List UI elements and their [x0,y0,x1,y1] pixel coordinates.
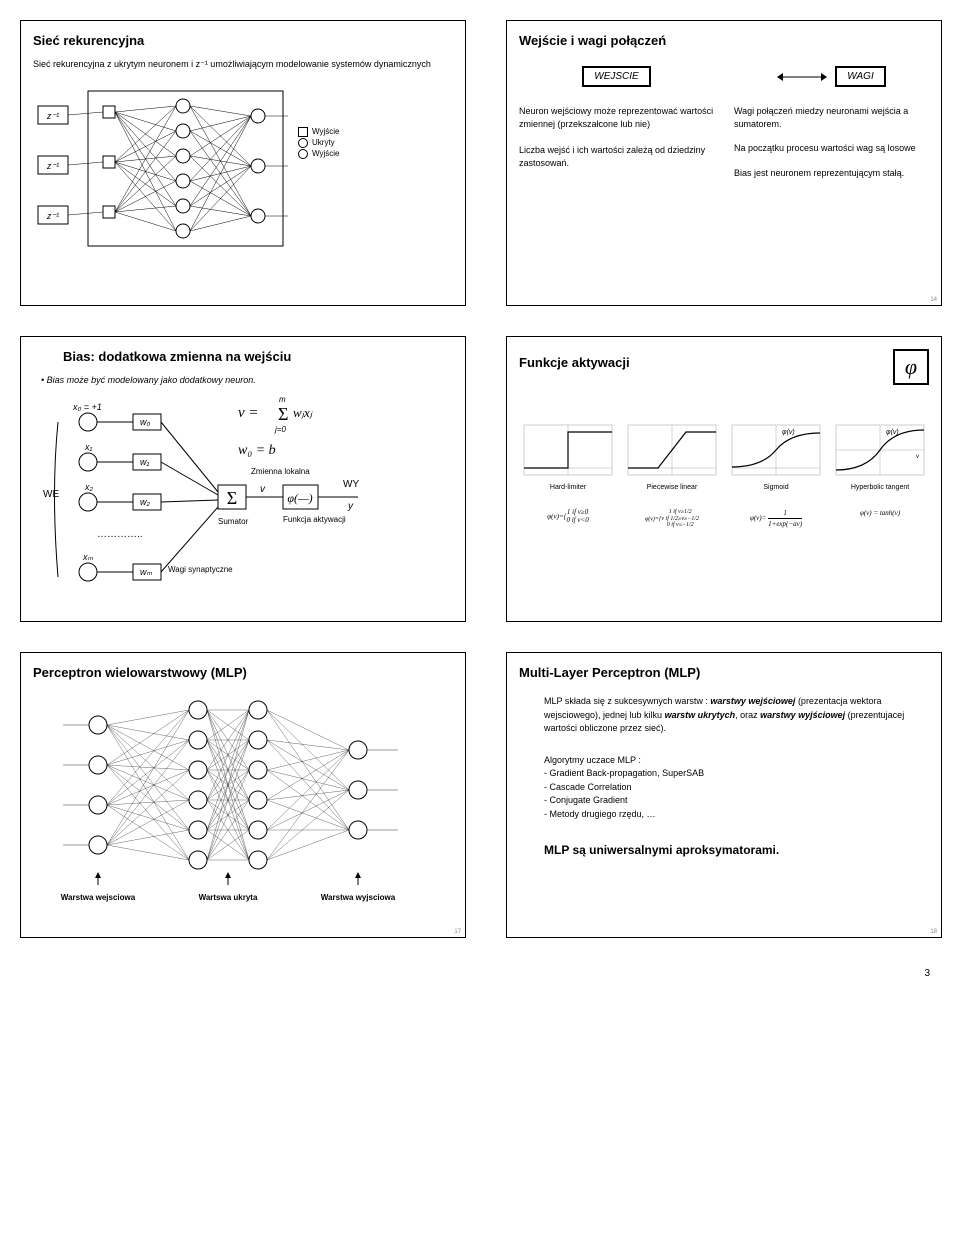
svg-text:…………..: ………….. [97,529,143,540]
svg-text:wₘ: wₘ [140,567,152,577]
text: Bias jest neuronem reprezentującym stałą… [734,167,929,180]
page-number: 18 [930,929,937,935]
svg-text:φ(v): φ(v) [886,429,899,436]
svg-text:w₀: w₀ [140,417,150,427]
text: Na początku procesu wartości wag są loso… [734,142,929,155]
label: Hard-limiter [519,484,617,491]
slide-bias: Bias: dodatkowa zmienna na wejściu • Bia… [20,336,466,622]
svg-text:φ(—): φ(—) [287,491,312,505]
list: Algorytmy uczace MLP : - Gradient Back-p… [544,754,929,822]
text: Wagi połączeń miedzy neuronami wejścia a… [734,105,929,130]
svg-text:z⁻¹: z⁻¹ [46,211,59,221]
text: Liczba wejść i ich wartości zależą od dz… [519,144,714,169]
eq: φ(v) = tanh(v) [831,509,929,529]
phi-icon: φ [893,349,929,385]
slide-activation: Funkcje aktywacji φ φ(v) φ(v) v Hard-limi… [506,336,942,622]
svg-text:v =: v = [238,405,259,421]
statement: MLP są uniwersalnymi aproksymatorami. [544,843,929,857]
svg-text:v: v [260,484,266,495]
title: Wejście i wagi połączeń [519,33,929,48]
svg-text:x₀ = +1: x₀ = +1 [72,402,102,412]
svg-text:j=0: j=0 [274,425,286,434]
piecewise-plot [623,420,721,480]
svg-text:Sumator: Sumator [218,517,249,526]
svg-text:w₀ = b: w₀ = b [238,443,276,458]
hardlimiter-plot [519,420,617,480]
svg-text:w₁: w₁ [140,457,149,467]
legend: Wyjście Ukryty Wyjście [298,126,339,160]
svg-text:Warstwa wyjsciowa: Warstwa wyjsciowa [321,893,396,902]
box-wejscie: WEJSCIE [582,66,650,87]
sigmoid-plot: φ(v) [727,420,825,480]
svg-text:z⁻¹: z⁻¹ [46,111,59,121]
text: Neuron wejściowy może reprezentować wart… [519,105,714,130]
doc-page-number: 3 [20,968,940,979]
svg-text:w₂: w₂ [140,497,150,507]
svg-text:y: y [347,501,354,512]
label: Hyperbolic tangent [831,484,929,491]
label: Piecewise linear [623,484,721,491]
slide-grid: Sieć rekurencyjna Sieć rekurencyjna z uk… [20,20,940,938]
svg-text:Σ: Σ [278,404,288,424]
title: Bias: dodatkowa zmienna na wejściu [63,349,453,364]
paragraph: MLP składa się z sukcesywnych warstw : w… [544,695,929,736]
svg-text:xₘ: xₘ [82,552,94,562]
svg-text:m: m [279,395,286,404]
slide-mlp-text: Multi-Layer Perceptron (MLP) MLP składa … [506,652,942,938]
svg-text:Wagi synaptyczne: Wagi synaptyczne [168,565,233,574]
slide-inputs-weights: Wejście i wagi połączeń WEJSCIE WAGI Neu… [506,20,942,306]
mlp-diagram: Warstwa wejsciowa Wartswa ukryta Warstwa… [33,690,443,910]
svg-text:x₂: x₂ [84,482,94,492]
svg-text:Σ: Σ [227,488,237,508]
svg-text:WE: WE [43,489,59,500]
svg-text:Zmienna lokalna: Zmienna lokalna [251,467,310,476]
svg-text:φ(v): φ(v) [782,429,795,436]
svg-text:Wartswa ukryta: Wartswa ukryta [199,893,258,902]
page-number: 17 [454,929,461,935]
recurrent-net-diagram: z⁻¹ z⁻¹ z⁻¹ [33,86,293,256]
svg-text:v: v [916,454,919,460]
svg-text:wⱼxⱼ: wⱼxⱼ [293,405,313,420]
svg-text:x₁: x₁ [84,442,93,452]
title: Sieć rekurencyjna [33,33,453,48]
title: Funkcje aktywacji [519,355,630,370]
svg-text:Funkcja aktywacji: Funkcja aktywacji [283,515,346,524]
title: Multi-Layer Perceptron (MLP) [519,665,929,680]
tanh-plot: φ(v) v [831,420,929,480]
subtitle: • Bias może być modelowany jako dodatkow… [41,374,453,387]
slide-mlp-diagram: Perceptron wielowarstwowy (MLP) Warstwa … [20,652,466,938]
svg-text:Warstwa wejsciowa: Warstwa wejsciowa [61,893,136,902]
title: Perceptron wielowarstwowy (MLP) [33,665,453,680]
page-number: 14 [930,297,937,303]
neuron-diagram: WE x₀ = +1 x₁ x₂ xₘ w₀ w₁ w₂ wₘ ………….. Σ… [33,392,453,602]
subtitle: Sieć rekurencyjna z ukrytym neuronem i z… [33,58,453,71]
box-wagi: WAGI [835,66,885,87]
svg-text:WY: WY [343,479,359,490]
svg-text:z⁻¹: z⁻¹ [46,161,59,171]
label: Sigmoid [727,484,825,491]
arrow-icon [777,70,827,84]
slide-recurrent: Sieć rekurencyjna Sieć rekurencyjna z uk… [20,20,466,306]
